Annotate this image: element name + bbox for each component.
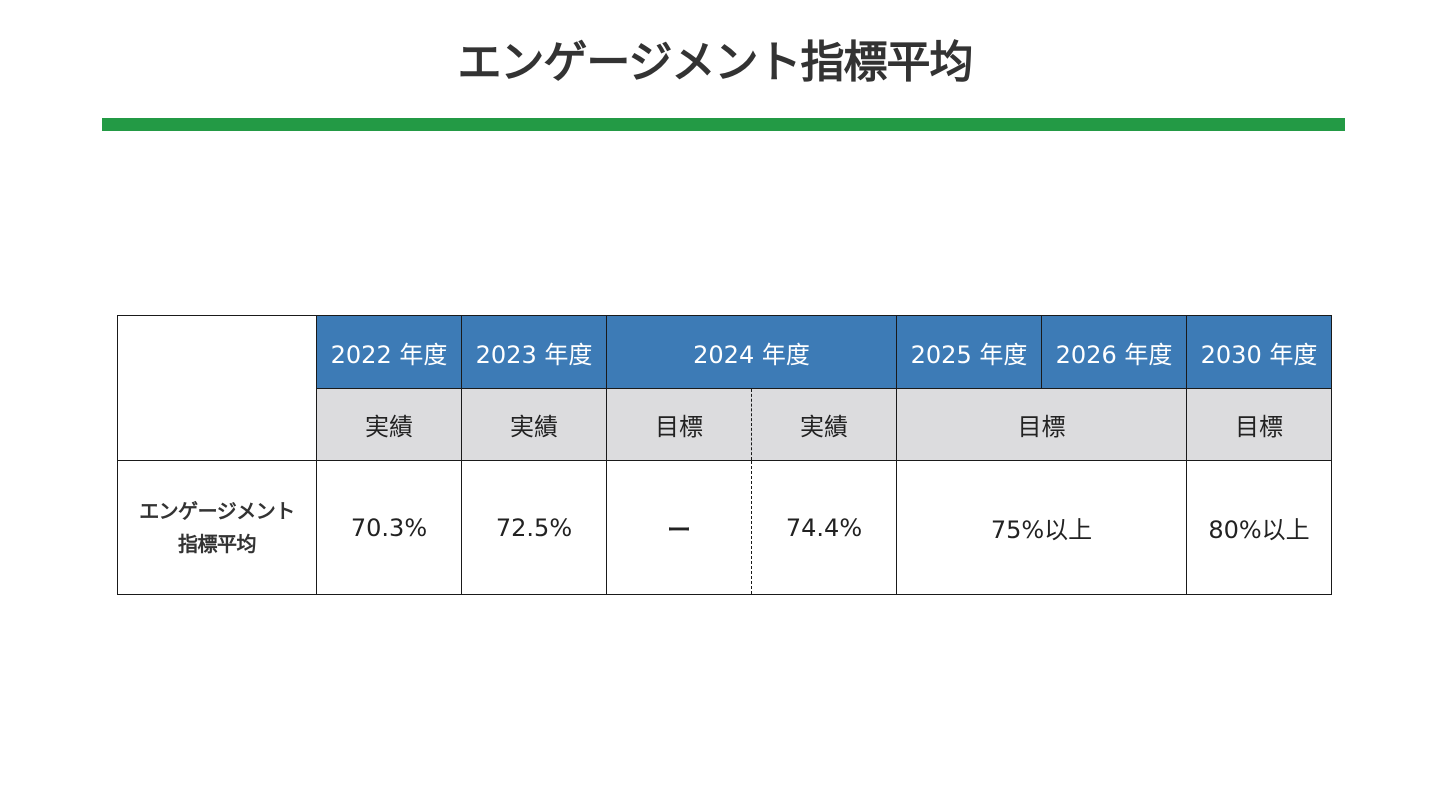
kind-2023-actual: 実績: [461, 388, 607, 461]
year-2026: 2026 年度: [1041, 315, 1187, 389]
row-label-line2: 指標平均: [178, 531, 257, 556]
value-2024-actual: 74.4%: [751, 460, 897, 595]
value-2024-target-text: ー: [667, 516, 691, 544]
value-2030: 80%以上: [1186, 460, 1332, 595]
corner-cell: [117, 315, 317, 461]
engagement-value-row: エンゲージメント 指標平均 70.3% 72.5% ー 74.4% 75%以上 …: [117, 460, 1332, 595]
value-2024-target: ー: [606, 460, 752, 595]
year-2024: 2024 年度: [606, 315, 897, 389]
row-label-line1: エンゲージメント: [139, 498, 295, 523]
value-2025-2026: 75%以上: [896, 460, 1187, 595]
kind-2024-actual: 実績: [751, 388, 897, 461]
kind-2030-target: 目標: [1186, 388, 1332, 461]
kind-2024-target: 目標: [606, 388, 752, 461]
value-2022: 70.3%: [316, 460, 462, 595]
value-2023: 72.5%: [461, 460, 607, 595]
row-label: エンゲージメント 指標平均: [117, 460, 317, 595]
engagement-table: 2022 年度 2023 年度 2024 年度 2025 年度 2026 年度 …: [117, 315, 1332, 595]
page-title: エンゲージメント指標平均: [457, 37, 973, 88]
year-2023: 2023 年度: [461, 315, 607, 389]
year-2022: 2022 年度: [316, 315, 462, 389]
kind-2025-2026-target: 目標: [896, 388, 1187, 461]
kind-2022-actual: 実績: [316, 388, 462, 461]
kind-header-row: 実績 実績 目標 実績 目標 目標: [118, 388, 1332, 461]
year-2025: 2025 年度: [896, 315, 1042, 389]
title-underline: [102, 118, 1345, 131]
year-2030: 2030 年度: [1186, 315, 1332, 389]
year-header-row: 2022 年度 2023 年度 2024 年度 2025 年度 2026 年度 …: [117, 315, 1332, 461]
